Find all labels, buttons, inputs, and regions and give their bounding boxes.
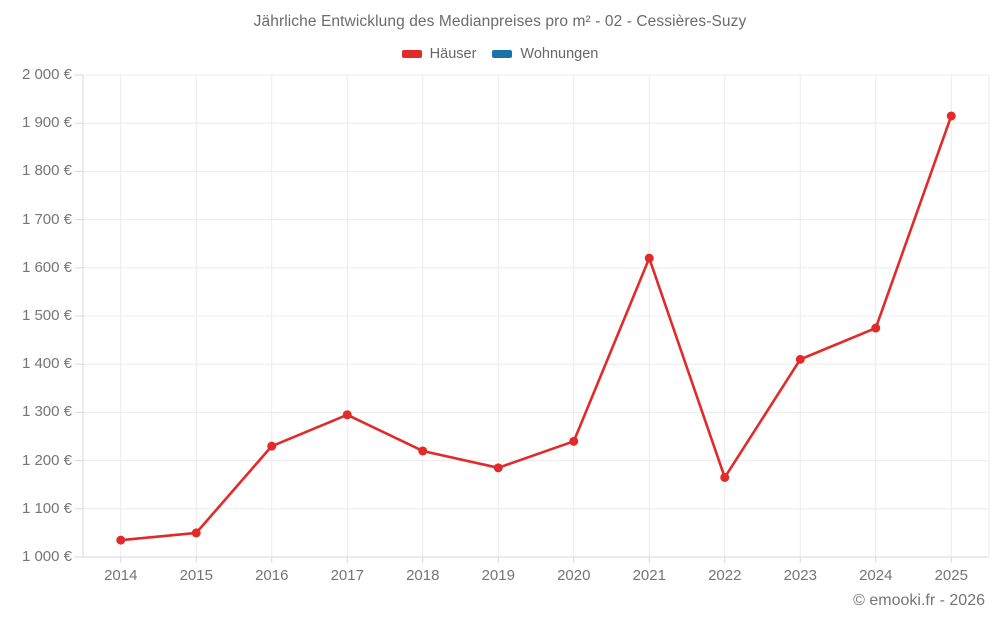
- data-point-h-user-2024[interactable]: [871, 323, 881, 333]
- legend-label-wohnungen: Wohnungen: [520, 46, 599, 62]
- x-tick-label-2025: 2025: [934, 567, 968, 584]
- y-tick-label: 1 400 €: [21, 355, 72, 373]
- copyright-credit: © emooki.fr - 2026: [853, 592, 985, 609]
- x-tick-label-2024: 2024: [859, 567, 893, 584]
- y-tick-label: 1 600 €: [21, 258, 72, 276]
- data-point-h-user-2017[interactable]: [342, 410, 352, 420]
- x-tick-label-2020: 2020: [557, 567, 591, 584]
- data-point-h-user-2023[interactable]: [795, 354, 805, 364]
- legend-item-haeuser[interactable]: Häuser: [401, 46, 477, 62]
- y-tick-label: 2 000 €: [21, 66, 72, 83]
- chart-title: Jährliche Entwicklung des Medianpreises …: [253, 13, 747, 30]
- data-point-h-user-2019[interactable]: [493, 463, 503, 473]
- x-tick-label-2022: 2022: [708, 567, 742, 584]
- x-tick-label-2018: 2018: [406, 567, 440, 584]
- x-tick-label-2019: 2019: [481, 567, 515, 584]
- x-tick-label-2021: 2021: [632, 567, 666, 584]
- x-tick-label-2014: 2014: [104, 567, 138, 584]
- y-tick-label: 1 800 €: [21, 162, 72, 180]
- data-point-h-user-2016[interactable]: [267, 441, 277, 451]
- y-tick-label: 1 700 €: [21, 210, 72, 228]
- legend-swatch-haeuser: [401, 50, 422, 58]
- legend-label-haeuser: Häuser: [429, 46, 477, 62]
- legend-item-wohnungen[interactable]: Wohnungen: [492, 46, 598, 62]
- x-tick-label-2015: 2015: [179, 567, 213, 584]
- data-point-h-user-2021[interactable]: [644, 253, 654, 263]
- x-tick-label-2017: 2017: [330, 567, 364, 584]
- y-tick-label: 1 200 €: [21, 451, 72, 469]
- y-tick-label: 1 000 €: [21, 548, 72, 565]
- data-point-h-user-2022[interactable]: [720, 472, 730, 482]
- data-point-h-user-2015[interactable]: [191, 528, 201, 538]
- data-point-h-user-2025[interactable]: [946, 111, 956, 121]
- x-tick-label-2023: 2023: [783, 567, 817, 584]
- y-tick-label: 1 900 €: [21, 114, 72, 132]
- data-point-h-user-2018[interactable]: [418, 446, 428, 456]
- legend: Häuser Wohnungen: [0, 46, 1000, 62]
- y-tick-label: 1 500 €: [21, 307, 72, 324]
- y-tick-label: 1 100 €: [21, 499, 72, 517]
- x-tick-label-2016: 2016: [255, 567, 289, 584]
- series-line-h-user: [120, 115, 953, 542]
- data-point-h-user-2020[interactable]: [569, 436, 579, 446]
- legend-swatch-wohnungen: [492, 50, 513, 58]
- data-point-h-user-2014[interactable]: [116, 535, 126, 545]
- y-tick-label: 1 300 €: [21, 403, 72, 421]
